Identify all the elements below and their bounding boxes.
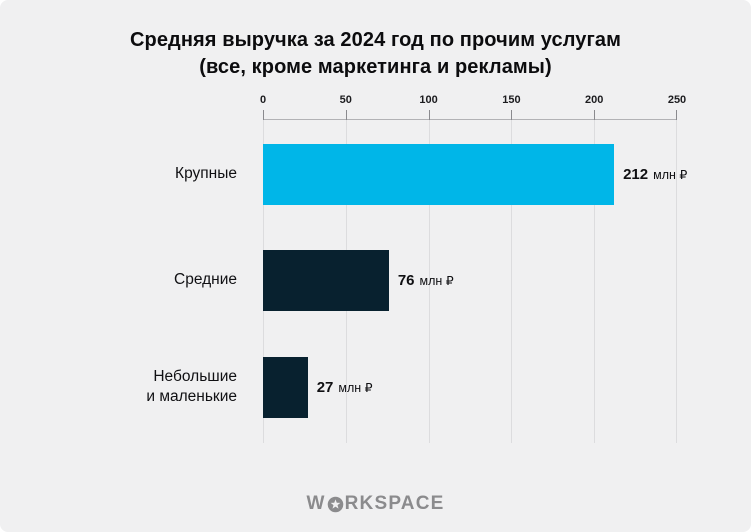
axis-tick [676, 110, 677, 120]
axis-tick [594, 110, 596, 120]
value-label-nebolshie: 27 млн ₽ [316, 379, 373, 396]
axis-tick-label: 250 [667, 94, 687, 106]
brand-text-right: RKSPACE [344, 493, 445, 514]
brand-text-left: W [306, 493, 326, 514]
gridline-200 [594, 120, 596, 443]
axis-tick-label: 50 [339, 94, 352, 106]
bar-row-nebolshie: 27 млн ₽ [263, 357, 677, 418]
gridline-150 [511, 120, 513, 443]
bar-krupnye [263, 144, 615, 205]
axis-tick [345, 110, 347, 120]
chart-title: Средняя выручка за 2024 год по прочим ус… [0, 27, 751, 81]
bar-row-srednie: 76 млн ₽ [263, 250, 677, 311]
gridline-100 [428, 120, 430, 443]
axis-tick-label: 0 [259, 94, 267, 106]
chart-title-line2: (все, кроме маркетинга и рекламы) [199, 56, 552, 78]
axis-tick-label: 150 [502, 94, 521, 106]
plot-area: 0 50 100 150 200 250 212 млн ₽ 76 млн ₽ [260, 94, 687, 443]
bar-row-krupnye: 212 млн ₽ [263, 144, 687, 205]
value-label-srednie: 76 млн ₽ [397, 272, 454, 289]
axis-tick [263, 110, 264, 120]
category-label-krupnye: Крупные [175, 164, 237, 182]
category-label-srednie: Средние [174, 270, 237, 288]
axis-tick [428, 110, 430, 120]
axis-tick-label: 100 [419, 94, 438, 106]
axis-tick [511, 110, 513, 120]
star-circle-icon [327, 496, 343, 512]
value-label-krupnye: 212 млн ₽ [623, 166, 688, 183]
chart-title-line1: Средняя выручка за 2024 год по прочим ус… [129, 29, 622, 51]
axis-tick-label: 200 [585, 94, 604, 106]
brand-footer: W RKSPACE [0, 493, 751, 515]
gridline-250 [676, 120, 677, 443]
bar-chart: Крупные Средние Небольшие и маленькие [0, 92, 751, 452]
bar-nebolshie [263, 357, 308, 418]
bar-srednie [263, 250, 389, 311]
category-label-nebolshie: Небольшие и маленькие [146, 367, 237, 405]
